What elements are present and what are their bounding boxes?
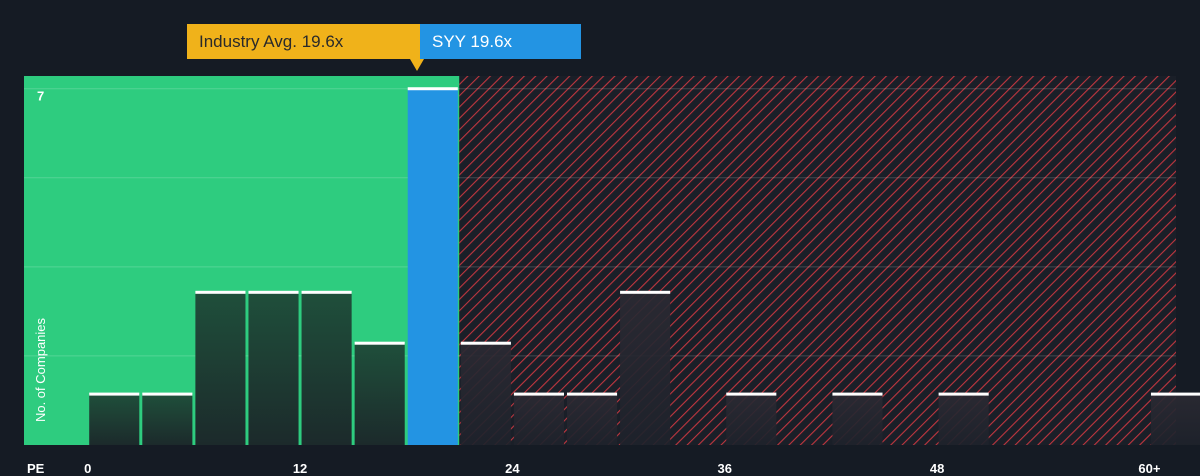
bar-cap (513, 392, 564, 396)
bar-cap (354, 341, 405, 345)
company-bar (407, 88, 458, 446)
bar-cap (301, 290, 352, 294)
x-tick-label: 0 (84, 461, 91, 476)
bar-cap (566, 392, 618, 396)
histogram-bar (832, 394, 883, 445)
histogram-bar (89, 394, 140, 445)
bar-cap (1150, 392, 1200, 396)
overvalued-zone (459, 76, 1176, 445)
histogram-bar (460, 343, 511, 445)
bar-cap (726, 392, 777, 396)
bar-cap (938, 392, 989, 396)
x-tick-label: 60+ (1138, 461, 1160, 476)
histogram-bar (195, 292, 246, 445)
x-tick-label: 48 (930, 461, 944, 476)
bar-cap (620, 290, 671, 294)
histogram-bar (248, 292, 299, 445)
y-axis-label: No. of Companies (33, 317, 48, 422)
industry-average-callout: Industry Avg. 19.6x (187, 24, 420, 59)
bar-cap (195, 290, 246, 294)
bar-cap (460, 341, 511, 345)
bar-cap (407, 87, 458, 91)
y-tick-label: 7 (37, 89, 44, 104)
x-tick-label: 12 (293, 461, 307, 476)
histogram-bar (726, 394, 777, 445)
bar-cap (832, 392, 883, 396)
x-tick-label: 24 (505, 461, 520, 476)
histogram-bar (566, 394, 618, 445)
histogram-bar (142, 394, 193, 445)
company-pe-callout: SYY 19.6x (420, 24, 581, 59)
histogram-bar (1150, 394, 1200, 445)
x-axis-label: PE (27, 461, 45, 476)
histogram-bar (938, 394, 989, 445)
bar-cap (142, 392, 193, 396)
histogram-bar (354, 343, 405, 445)
bar-cap (89, 392, 140, 396)
histogram-bar (513, 394, 564, 445)
bar-cap (248, 290, 299, 294)
histogram-bar (620, 292, 671, 445)
callout-pointer (410, 59, 424, 71)
histogram-bar (301, 292, 352, 445)
x-tick-label: 36 (718, 461, 732, 476)
